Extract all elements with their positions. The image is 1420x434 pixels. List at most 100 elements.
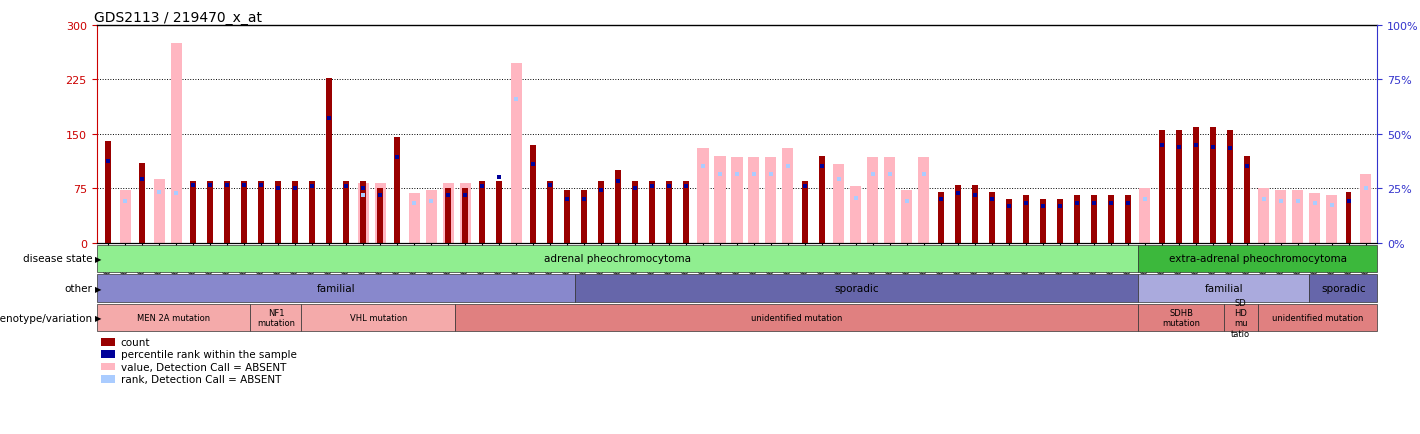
Bar (1292, 191, 1304, 243)
Bar (547, 181, 554, 243)
Bar (851, 187, 862, 243)
Bar (409, 194, 420, 243)
Text: other: other (64, 283, 92, 293)
Text: unidentified mutation: unidentified mutation (1272, 313, 1363, 322)
Bar (443, 184, 454, 243)
Bar (748, 158, 760, 243)
Bar (327, 79, 332, 243)
Bar (378, 189, 383, 243)
Bar (632, 181, 638, 243)
Text: ▶: ▶ (95, 313, 102, 322)
Bar (1176, 131, 1181, 243)
Bar (1309, 194, 1321, 243)
Bar (564, 191, 569, 243)
Text: GDS2113 / 219470_x_at: GDS2113 / 219470_x_at (94, 11, 263, 25)
Bar (971, 185, 978, 243)
Bar (885, 158, 896, 243)
Bar (479, 181, 486, 243)
Bar (1091, 196, 1096, 243)
Bar (344, 181, 349, 243)
Bar (782, 149, 794, 243)
Bar (683, 181, 689, 243)
Text: extra-adrenal pheochromocytoma: extra-adrenal pheochromocytoma (1169, 254, 1346, 264)
Bar (224, 181, 230, 243)
Bar (902, 191, 913, 243)
Text: value, Detection Call = ABSENT: value, Detection Call = ABSENT (121, 362, 285, 372)
Bar (1056, 200, 1062, 243)
Bar (119, 191, 131, 243)
Text: familial: familial (1204, 283, 1242, 293)
Text: adrenal pheochromocytoma: adrenal pheochromocytoma (544, 254, 692, 264)
Bar (1244, 156, 1250, 243)
Bar (1039, 200, 1045, 243)
Text: disease state: disease state (23, 254, 92, 264)
Bar (170, 44, 182, 243)
Bar (496, 181, 503, 243)
Bar (460, 184, 470, 243)
Bar (1326, 196, 1338, 243)
Bar (598, 181, 603, 243)
Text: MEN 2A mutation: MEN 2A mutation (136, 313, 210, 322)
Bar (868, 158, 879, 243)
Bar (395, 138, 400, 243)
Bar (1125, 196, 1130, 243)
Text: genotype/variation: genotype/variation (0, 313, 92, 323)
Bar (361, 181, 366, 243)
Text: VHL mutation: VHL mutation (349, 313, 408, 322)
Bar (310, 181, 315, 243)
Bar (139, 164, 145, 243)
Bar (1193, 127, 1198, 243)
Bar (207, 181, 213, 243)
Bar (446, 189, 452, 243)
Bar (275, 181, 281, 243)
Text: sporadic: sporadic (1321, 283, 1366, 293)
Bar (358, 184, 369, 243)
Bar (1360, 174, 1372, 243)
Bar (1005, 200, 1011, 243)
Text: unidentified mutation: unidentified mutation (751, 313, 842, 322)
Bar (1074, 196, 1079, 243)
Text: familial: familial (317, 283, 355, 293)
Bar (834, 165, 845, 243)
Text: sporadic: sporadic (834, 283, 879, 293)
Bar (615, 171, 621, 243)
Bar (765, 158, 777, 243)
Text: SDHB
mutation: SDHB mutation (1162, 308, 1200, 328)
Bar (649, 181, 655, 243)
Bar (426, 191, 437, 243)
Bar (731, 158, 743, 243)
Bar (530, 145, 537, 243)
Bar (1139, 189, 1150, 243)
Text: ▶: ▶ (95, 284, 102, 293)
Bar (1346, 192, 1352, 243)
Text: NF1
mutation: NF1 mutation (257, 308, 295, 328)
Bar (241, 181, 247, 243)
Bar (463, 189, 469, 243)
Bar (1108, 196, 1113, 243)
Bar (581, 191, 586, 243)
Bar (1022, 196, 1028, 243)
Bar (190, 181, 196, 243)
Bar (954, 185, 961, 243)
Text: percentile rank within the sample: percentile rank within the sample (121, 350, 297, 359)
Text: count: count (121, 338, 151, 347)
Bar (666, 181, 672, 243)
Bar (511, 64, 521, 243)
Text: SD
HD
mu
tatio: SD HD mu tatio (1231, 298, 1251, 338)
Bar (1258, 189, 1269, 243)
Text: ▶: ▶ (95, 254, 102, 263)
Bar (1275, 191, 1287, 243)
Bar (802, 181, 808, 243)
Bar (937, 192, 944, 243)
Bar (919, 158, 929, 243)
Bar (1227, 131, 1233, 243)
Bar (697, 149, 709, 243)
Bar (1210, 127, 1216, 243)
Bar (258, 181, 264, 243)
Text: rank, Detection Call = ABSENT: rank, Detection Call = ABSENT (121, 374, 281, 384)
Bar (714, 156, 726, 243)
Bar (375, 184, 386, 243)
Bar (988, 192, 995, 243)
Bar (819, 156, 825, 243)
Bar (153, 179, 165, 243)
